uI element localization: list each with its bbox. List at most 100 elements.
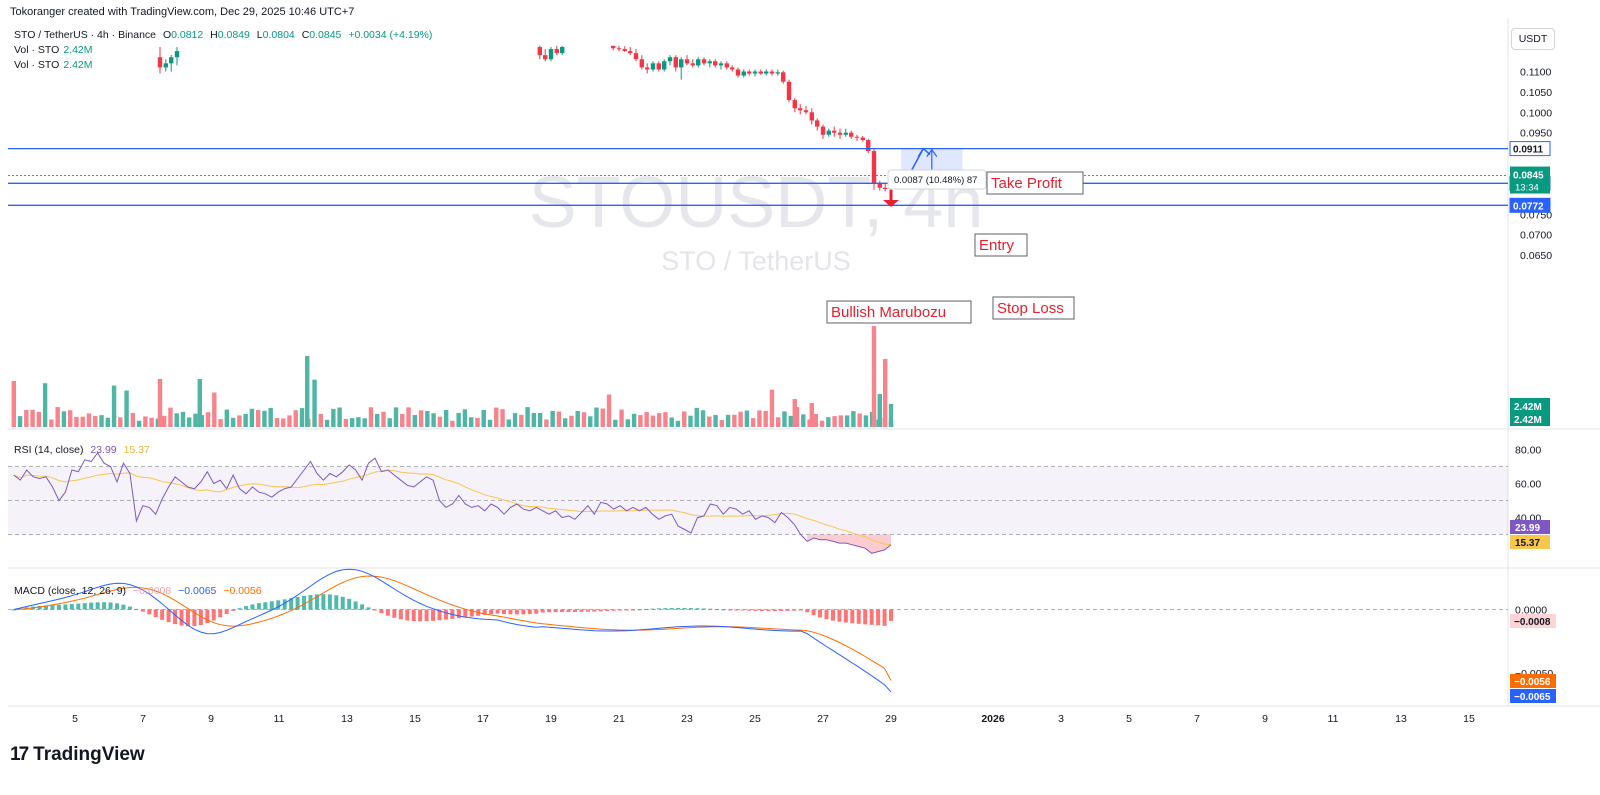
macd-histogram-bar [340,596,345,610]
volume-bar [218,419,223,427]
candle-body [650,63,656,70]
macd-histogram-bar [508,609,513,615]
volume-bar [688,415,693,427]
open-value: 0.0812 [171,29,204,41]
time-tick-label: 17 [477,713,489,725]
time-tick-label: 3 [1058,713,1064,725]
time-tick-label: 25 [749,713,761,725]
macd-histogram-bar [256,603,261,610]
volume-bar [356,417,361,427]
macd-legend[interactable]: MACD (close, 12, 26, 9) −0.0008 −0.0065 … [14,585,262,597]
volume-bar [180,411,186,427]
candle-body [560,47,565,54]
volume-bar [274,418,280,427]
macd-histogram-bar [766,609,771,612]
volume-bar [883,359,888,427]
volume-bar [187,417,192,427]
macd-histogram-bar [708,608,713,610]
time-tick-label: 7 [140,713,146,725]
candle-body [639,59,644,68]
stop-loss-annotation-box [992,296,1075,320]
macd-histogram-bar [314,594,319,610]
rsi-legend[interactable]: RSI (14, close) 23.99 15.37 [14,444,150,456]
macd-histogram-bar [798,609,803,611]
rsi-ma-badge [1510,535,1550,549]
candle-body [843,132,848,135]
tradingview-logo[interactable]: 17 TradingView [10,744,145,766]
macd-value-label: −0.0065 [1514,692,1551,703]
macd-histogram-bar [605,609,610,612]
macd-histogram-bar [695,608,700,610]
volume-bar [544,419,549,427]
candle-body [696,59,701,66]
volume-legend-2[interactable]: Vol · STO 2.42M [14,59,97,71]
time-tick-label: 15 [1463,713,1475,725]
time-tick-label: 13 [341,713,353,725]
volume-legend-1[interactable]: Vol · STO 2.42M [14,44,97,56]
volume-bar [130,413,136,427]
macd-histogram-bar [50,605,55,610]
macd-histogram-bar [502,609,506,615]
volume-bar [375,414,380,427]
macd-histogram-bar [263,602,268,610]
macd-histogram-bar [82,603,87,610]
candle-body [803,110,809,113]
volume-legend-1-value: 2.42M [63,44,93,56]
macd-histogram-bar [308,595,313,610]
macd-histogram-bar [663,608,668,610]
rsi-line [13,452,892,554]
volume-bar [450,420,455,427]
measure-arrow-head [926,148,938,157]
candle-body [616,48,622,50]
volume-bar [776,417,781,427]
volume-bar [757,410,762,427]
macd-histogram-bar [11,609,16,611]
volume-bar [525,407,530,427]
macd-histogram-bar [147,609,152,615]
macd-histogram-bar [353,601,358,610]
macd-histogram-bar [779,609,784,612]
time-tick-label: 7 [1194,713,1200,725]
rsi-ma-line [13,469,892,546]
rsi-legend-ma-value: 15.37 [123,444,150,456]
macd-histogram-bar [547,609,552,613]
macd-histogram-bar [37,605,42,610]
macd-histogram-bar [792,609,797,611]
volume-bar [719,419,725,427]
macd-histogram-bar [44,605,49,610]
volume-bar [456,412,461,427]
volume-bar [600,408,605,427]
volume-bar [212,392,217,427]
volume-bar [136,420,142,427]
macd-histogram-bar [295,597,300,610]
macd-histogram-bar [856,609,861,624]
volume-bar [243,413,248,427]
price-change: +0.0034 (+4.19%) [348,29,433,41]
candle-body [820,126,826,135]
volume-bar [744,410,750,427]
macd-histogram-bar [830,609,835,621]
macd-histogram-bar [850,609,855,624]
volume-bar [406,407,411,427]
macd-histogram-bar [398,609,403,620]
currency-button[interactable]: USDT [1511,28,1555,50]
candle-body [724,63,729,68]
macd-histogram-bar [747,609,752,611]
macd-histogram-bar [437,609,442,621]
level-axis-badge [1509,141,1551,157]
macd-histogram-bar [572,609,577,612]
candle-body [633,53,639,60]
candle-body [684,59,690,64]
candle-body [883,187,888,190]
pattern-arrow-head [883,200,899,207]
volume-bar [80,416,85,427]
candle-body [645,67,650,70]
volume-bar [769,389,775,427]
volume-bar [431,413,436,427]
volume-bar [368,407,374,427]
candle-body [764,71,769,74]
macd-histogram-bar [482,609,487,615]
volume-bar [782,411,787,427]
symbol-legend[interactable]: STO / TetherUS · 4h · Binance O0.0812 H0… [14,29,436,41]
macd-histogram-bar [876,609,881,626]
